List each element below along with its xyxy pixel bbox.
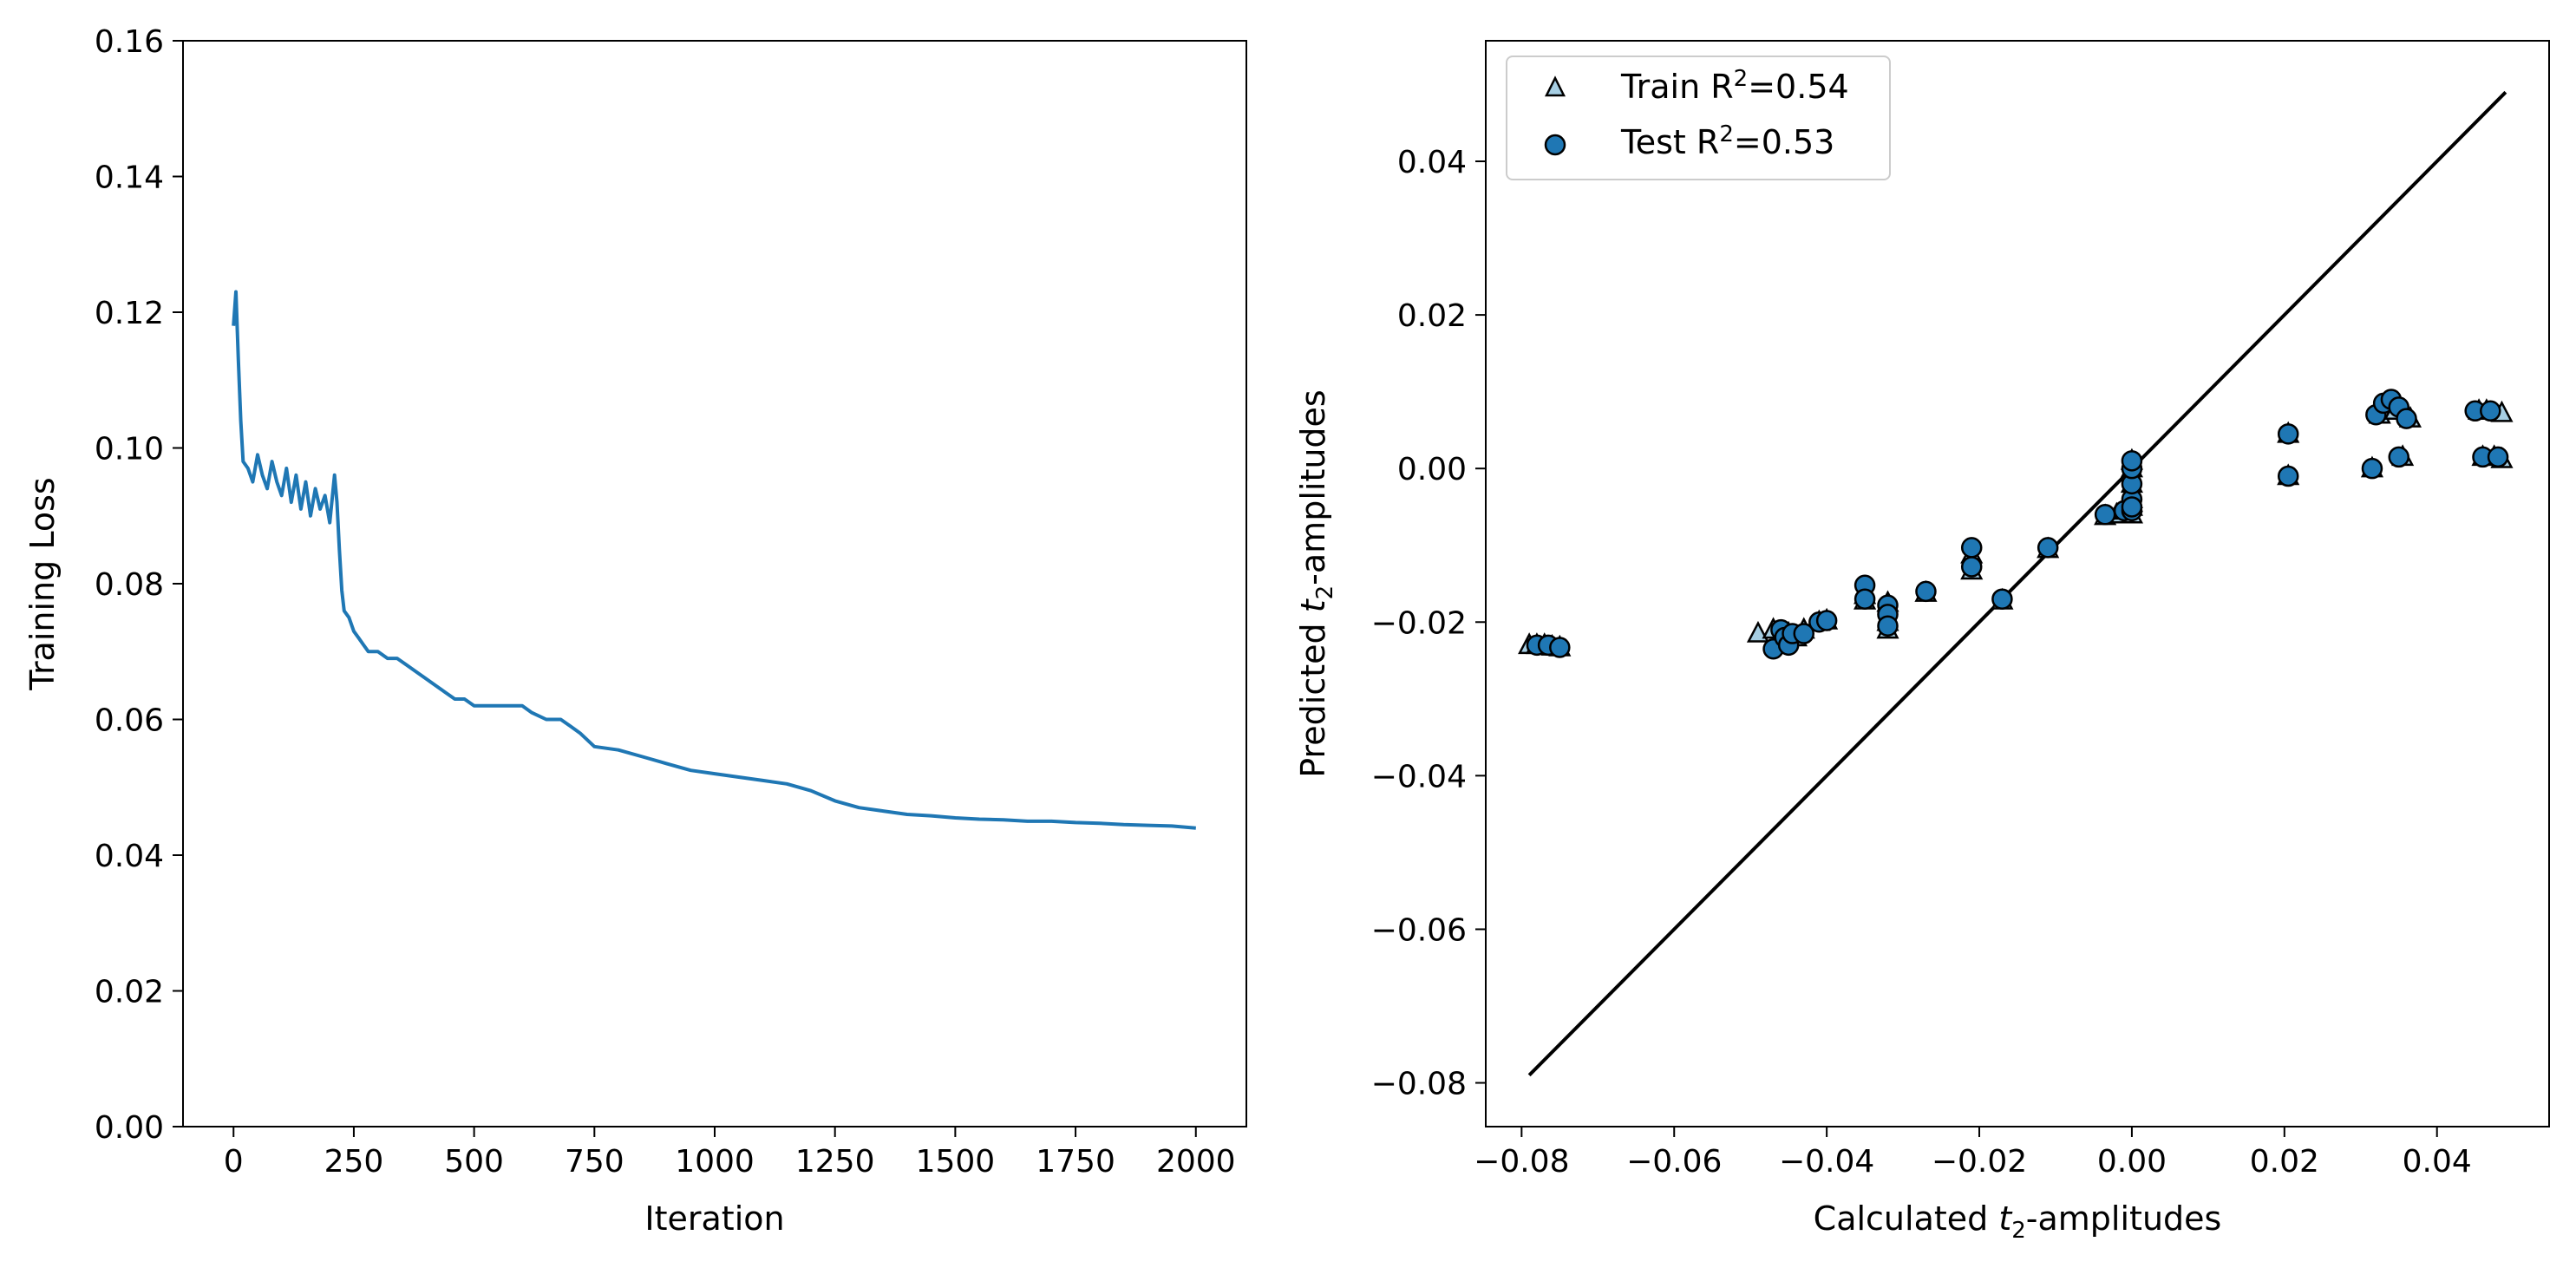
r-x-tick-label: −0.08 <box>1474 1144 1569 1180</box>
r-y-tick-label: 0.00 <box>1397 452 1467 487</box>
right-y-axis-label: Predicted t2-amplitudes <box>1294 389 1338 777</box>
l-y-tick-label: 0.14 <box>95 160 164 196</box>
legend-value-test: =0.53 <box>1734 123 1834 161</box>
test-point <box>2487 446 2509 468</box>
test-point <box>2277 423 2299 445</box>
legend-frame <box>1506 56 1891 180</box>
r-x-tick-label: 0.00 <box>2097 1144 2167 1180</box>
l-x-tick-label: 1000 <box>675 1144 755 1180</box>
test-point <box>2121 496 2143 518</box>
test-point <box>1549 637 1571 658</box>
r-x-tick-label: 0.02 <box>2250 1144 2319 1180</box>
circle-marker-icon <box>1544 134 1566 156</box>
r-x-tick-label: −0.06 <box>1626 1144 1722 1180</box>
legend: Train R2=0.54 Test R2=0.53 <box>1506 56 1891 180</box>
test-point <box>2396 408 2417 429</box>
test-point <box>1960 537 1983 559</box>
legend-sup-train: 2 <box>1734 66 1749 92</box>
r-x-tick-label: −0.02 <box>1932 1144 2027 1180</box>
l-x-tick-label: 1750 <box>1036 1144 1115 1180</box>
legend-entry-train: Train R2=0.54 <box>1544 66 1849 106</box>
legend-sup-test: 2 <box>1719 121 1734 147</box>
l-x-tick-label: 750 <box>565 1144 624 1180</box>
train-point <box>1746 620 1770 643</box>
l-x-tick-label: 250 <box>324 1144 384 1180</box>
legend-value-train: =0.54 <box>1748 68 1848 106</box>
svg-text:Train R2=0.54: Train R2=0.54 <box>1620 66 1849 106</box>
test-point <box>2361 457 2383 480</box>
l-y-tick-label: 0.16 <box>95 24 164 60</box>
l-y-tick-label: 0.10 <box>95 432 164 467</box>
svg-text:Test R2=0.53: Test R2=0.53 <box>1620 121 1834 161</box>
legend-entry-test: Test R2=0.53 <box>1544 121 1834 161</box>
training-loss-line <box>232 290 1196 830</box>
test-point <box>1877 615 1899 637</box>
parity-line <box>1527 90 2507 1077</box>
l-y-tick-label: 0.00 <box>95 1110 164 1146</box>
test-point <box>2037 537 2059 559</box>
r-y-tick-label: −0.04 <box>1371 759 1467 794</box>
test-point <box>1854 588 1876 610</box>
l-x-tick-label: 1500 <box>916 1144 996 1180</box>
left-y-axis-label: Training Loss <box>23 477 62 690</box>
left-x-axis-label: Iteration <box>644 1199 784 1238</box>
test-point <box>1815 610 1838 631</box>
r-y-tick-label: −0.02 <box>1371 605 1467 641</box>
t2-amplitude-parity-chart: −0.08 −0.06 −0.04 −0.02 0.00 0.02 0.04 −0.08 −0… <box>1294 40 2550 1244</box>
l-y-tick-label: 0.04 <box>95 839 164 874</box>
training-loss-chart: 0 250 500 750 1000 1250 1500 1750 2000 0.00 0.02 0… <box>23 24 1247 1238</box>
test-point <box>2094 504 2116 526</box>
triangle-marker-icon <box>1544 75 1566 97</box>
l-x-tick-label: 0 <box>224 1144 244 1180</box>
r-y-tick-label: −0.06 <box>1371 912 1467 948</box>
r-y-tick-label: 0.02 <box>1397 298 1467 334</box>
r-x-tick-label: −0.04 <box>1779 1144 1874 1180</box>
test-point <box>1915 580 1937 603</box>
l-y-tick-label: 0.02 <box>95 975 164 1010</box>
test-point <box>1960 556 1983 578</box>
test-point <box>2388 446 2409 468</box>
l-y-tick-label: 0.08 <box>95 567 164 603</box>
right-x-axis-label: Calculated t2-amplitudes <box>1814 1199 2222 1244</box>
r-y-tick-label: 0.04 <box>1397 145 1467 180</box>
right-axes-frame <box>1485 40 2550 1127</box>
l-y-tick-label: 0.06 <box>95 703 164 739</box>
l-x-tick-label: 2000 <box>1156 1144 1236 1180</box>
test-point <box>2121 450 2143 472</box>
r-y-tick-label: −0.08 <box>1371 1067 1467 1102</box>
test-point <box>2480 400 2501 422</box>
legend-label-test: Test R <box>1620 123 1719 161</box>
test-point <box>1991 588 2013 610</box>
r-x-tick-label: 0.04 <box>2403 1144 2472 1180</box>
legend-label-train: Train R <box>1620 68 1734 106</box>
l-y-tick-label: 0.12 <box>95 296 164 331</box>
l-x-tick-label: 500 <box>444 1144 504 1180</box>
l-x-tick-label: 1250 <box>795 1144 875 1180</box>
test-point <box>2277 465 2299 487</box>
test-point <box>1793 623 1814 644</box>
